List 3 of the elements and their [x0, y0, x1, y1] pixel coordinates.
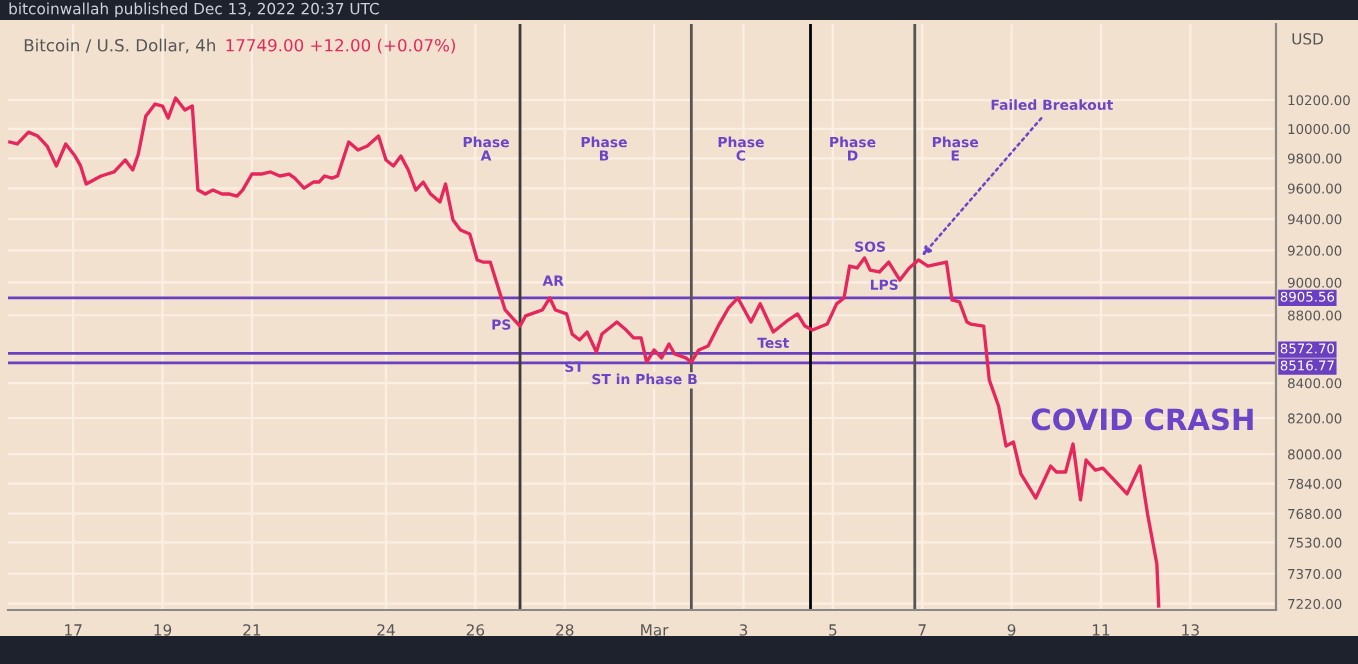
text: Bitcoin / U.S. Dollar, 4h [24, 38, 215, 54]
text: 17749.00 +12.00 (+0.07%) [226, 38, 455, 54]
annotation: COVID CRASH [1031, 408, 1253, 431]
